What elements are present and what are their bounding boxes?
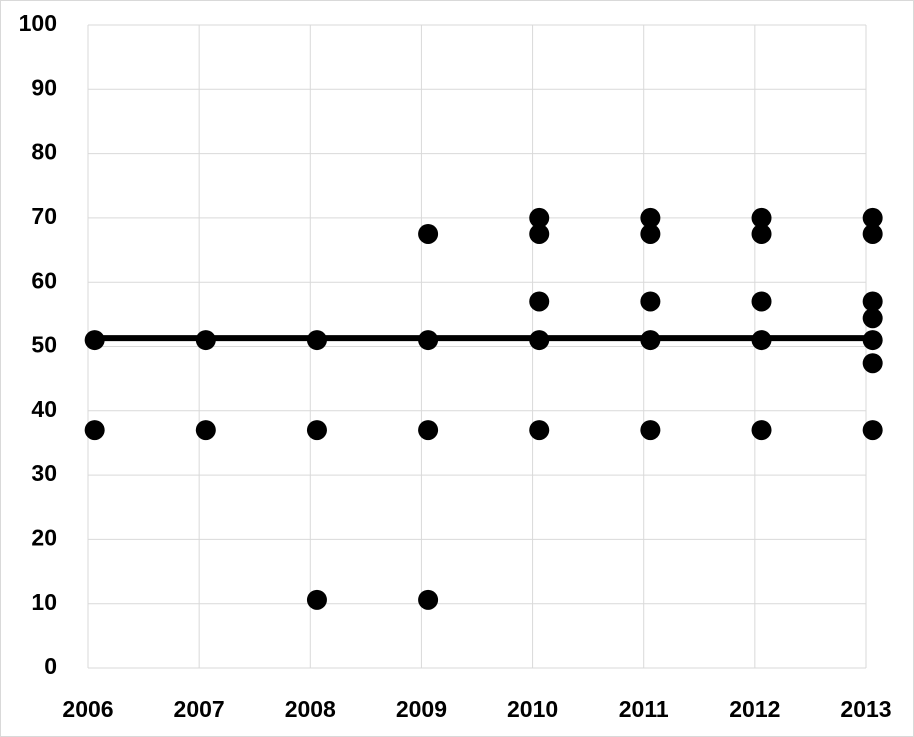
- scatter-point: [751, 291, 772, 312]
- scatter-point: [862, 330, 883, 351]
- x-tick-label: 2006: [62, 696, 113, 722]
- scatter-point: [195, 420, 216, 441]
- y-tick-label: 10: [31, 589, 57, 615]
- scatter-point: [862, 308, 883, 329]
- x-tick-label: 2011: [619, 696, 669, 722]
- scatter-point: [529, 420, 550, 441]
- scatter-point: [862, 207, 883, 228]
- x-tick-label: 2008: [285, 696, 336, 722]
- scatter-point: [862, 223, 883, 244]
- x-tick-label: 2012: [729, 696, 780, 722]
- scatter-point: [751, 420, 772, 441]
- y-tick-label: 90: [31, 74, 57, 100]
- x-tick-label: 2013: [840, 696, 891, 722]
- y-tick-label: 70: [31, 203, 57, 229]
- scatter-point: [84, 420, 105, 441]
- x-tick-label: 2007: [174, 696, 225, 722]
- scatter-point: [529, 291, 550, 312]
- scatter-point: [529, 207, 550, 228]
- y-tick-label: 20: [31, 524, 57, 550]
- y-tick-label: 80: [31, 139, 57, 165]
- scatter-point: [418, 420, 439, 441]
- scatter-point: [640, 291, 661, 312]
- y-tick-label: 60: [31, 267, 57, 293]
- y-tick-label: 100: [19, 10, 57, 36]
- scatter-point: [306, 420, 327, 441]
- y-tick-label: 0: [44, 653, 57, 679]
- scatter-point: [418, 223, 439, 244]
- scatter-point: [640, 207, 661, 228]
- scatter-point: [751, 207, 772, 228]
- y-tick-label: 50: [31, 332, 57, 358]
- scatter-point: [862, 420, 883, 441]
- scatter-point: [751, 223, 772, 244]
- scatter-point: [862, 291, 883, 312]
- scatter-point: [640, 420, 661, 441]
- y-tick-label: 40: [31, 396, 57, 422]
- x-tick-label: 2010: [507, 696, 558, 722]
- scatter-point: [862, 353, 883, 374]
- scatter-point: [418, 589, 439, 610]
- scatter-point: [640, 223, 661, 244]
- scatter-point: [529, 223, 550, 244]
- y-tick-label: 30: [31, 460, 57, 486]
- scatter-point: [306, 589, 327, 610]
- x-tick-label: 2009: [396, 696, 447, 722]
